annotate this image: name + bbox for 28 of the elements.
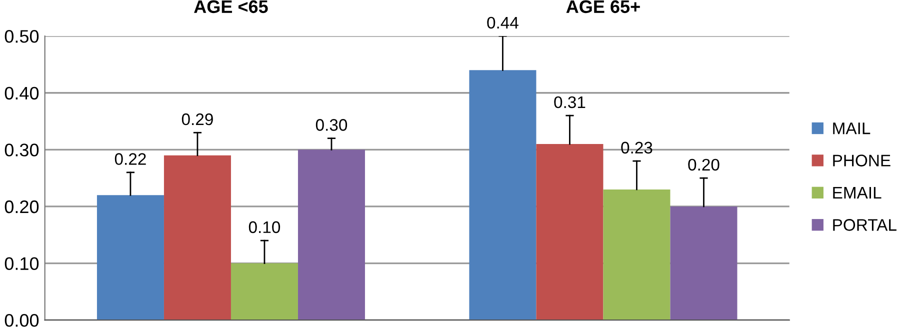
data-label: 0.10 — [248, 221, 280, 234]
data-label: 0.30 — [316, 119, 348, 131]
y-tick-label: 0.00 — [4, 314, 39, 327]
legend-label: PHONE — [833, 154, 890, 166]
legend-label: MAIL — [833, 122, 870, 134]
y-tick-label: 0.40 — [4, 86, 39, 100]
y-tick-label: 0.50 — [4, 30, 39, 43]
bar — [164, 155, 231, 320]
y-tick-label: 0.10 — [4, 257, 39, 270]
bar — [603, 189, 670, 320]
bar — [298, 150, 365, 320]
x-tick-label: AGE <65 — [194, 0, 268, 14]
data-label: 0.20 — [688, 158, 720, 171]
bar — [536, 144, 604, 320]
legend-label: PORTAL — [833, 219, 896, 231]
bar — [96, 195, 164, 320]
y-tick-label: 0.20 — [4, 200, 39, 214]
data-label: 0.31 — [554, 96, 586, 108]
legend-label: EMAIL — [833, 187, 882, 198]
data-label: 0.22 — [114, 153, 146, 165]
data-label: 0.44 — [487, 16, 518, 29]
data-label: 0.23 — [621, 142, 652, 154]
data-label: 0.29 — [182, 113, 213, 126]
bar — [469, 70, 536, 320]
bar — [670, 206, 738, 320]
bar — [230, 263, 298, 320]
x-tick-label: AGE 65+ — [566, 0, 640, 14]
y-tick-label: 0.30 — [4, 144, 39, 156]
